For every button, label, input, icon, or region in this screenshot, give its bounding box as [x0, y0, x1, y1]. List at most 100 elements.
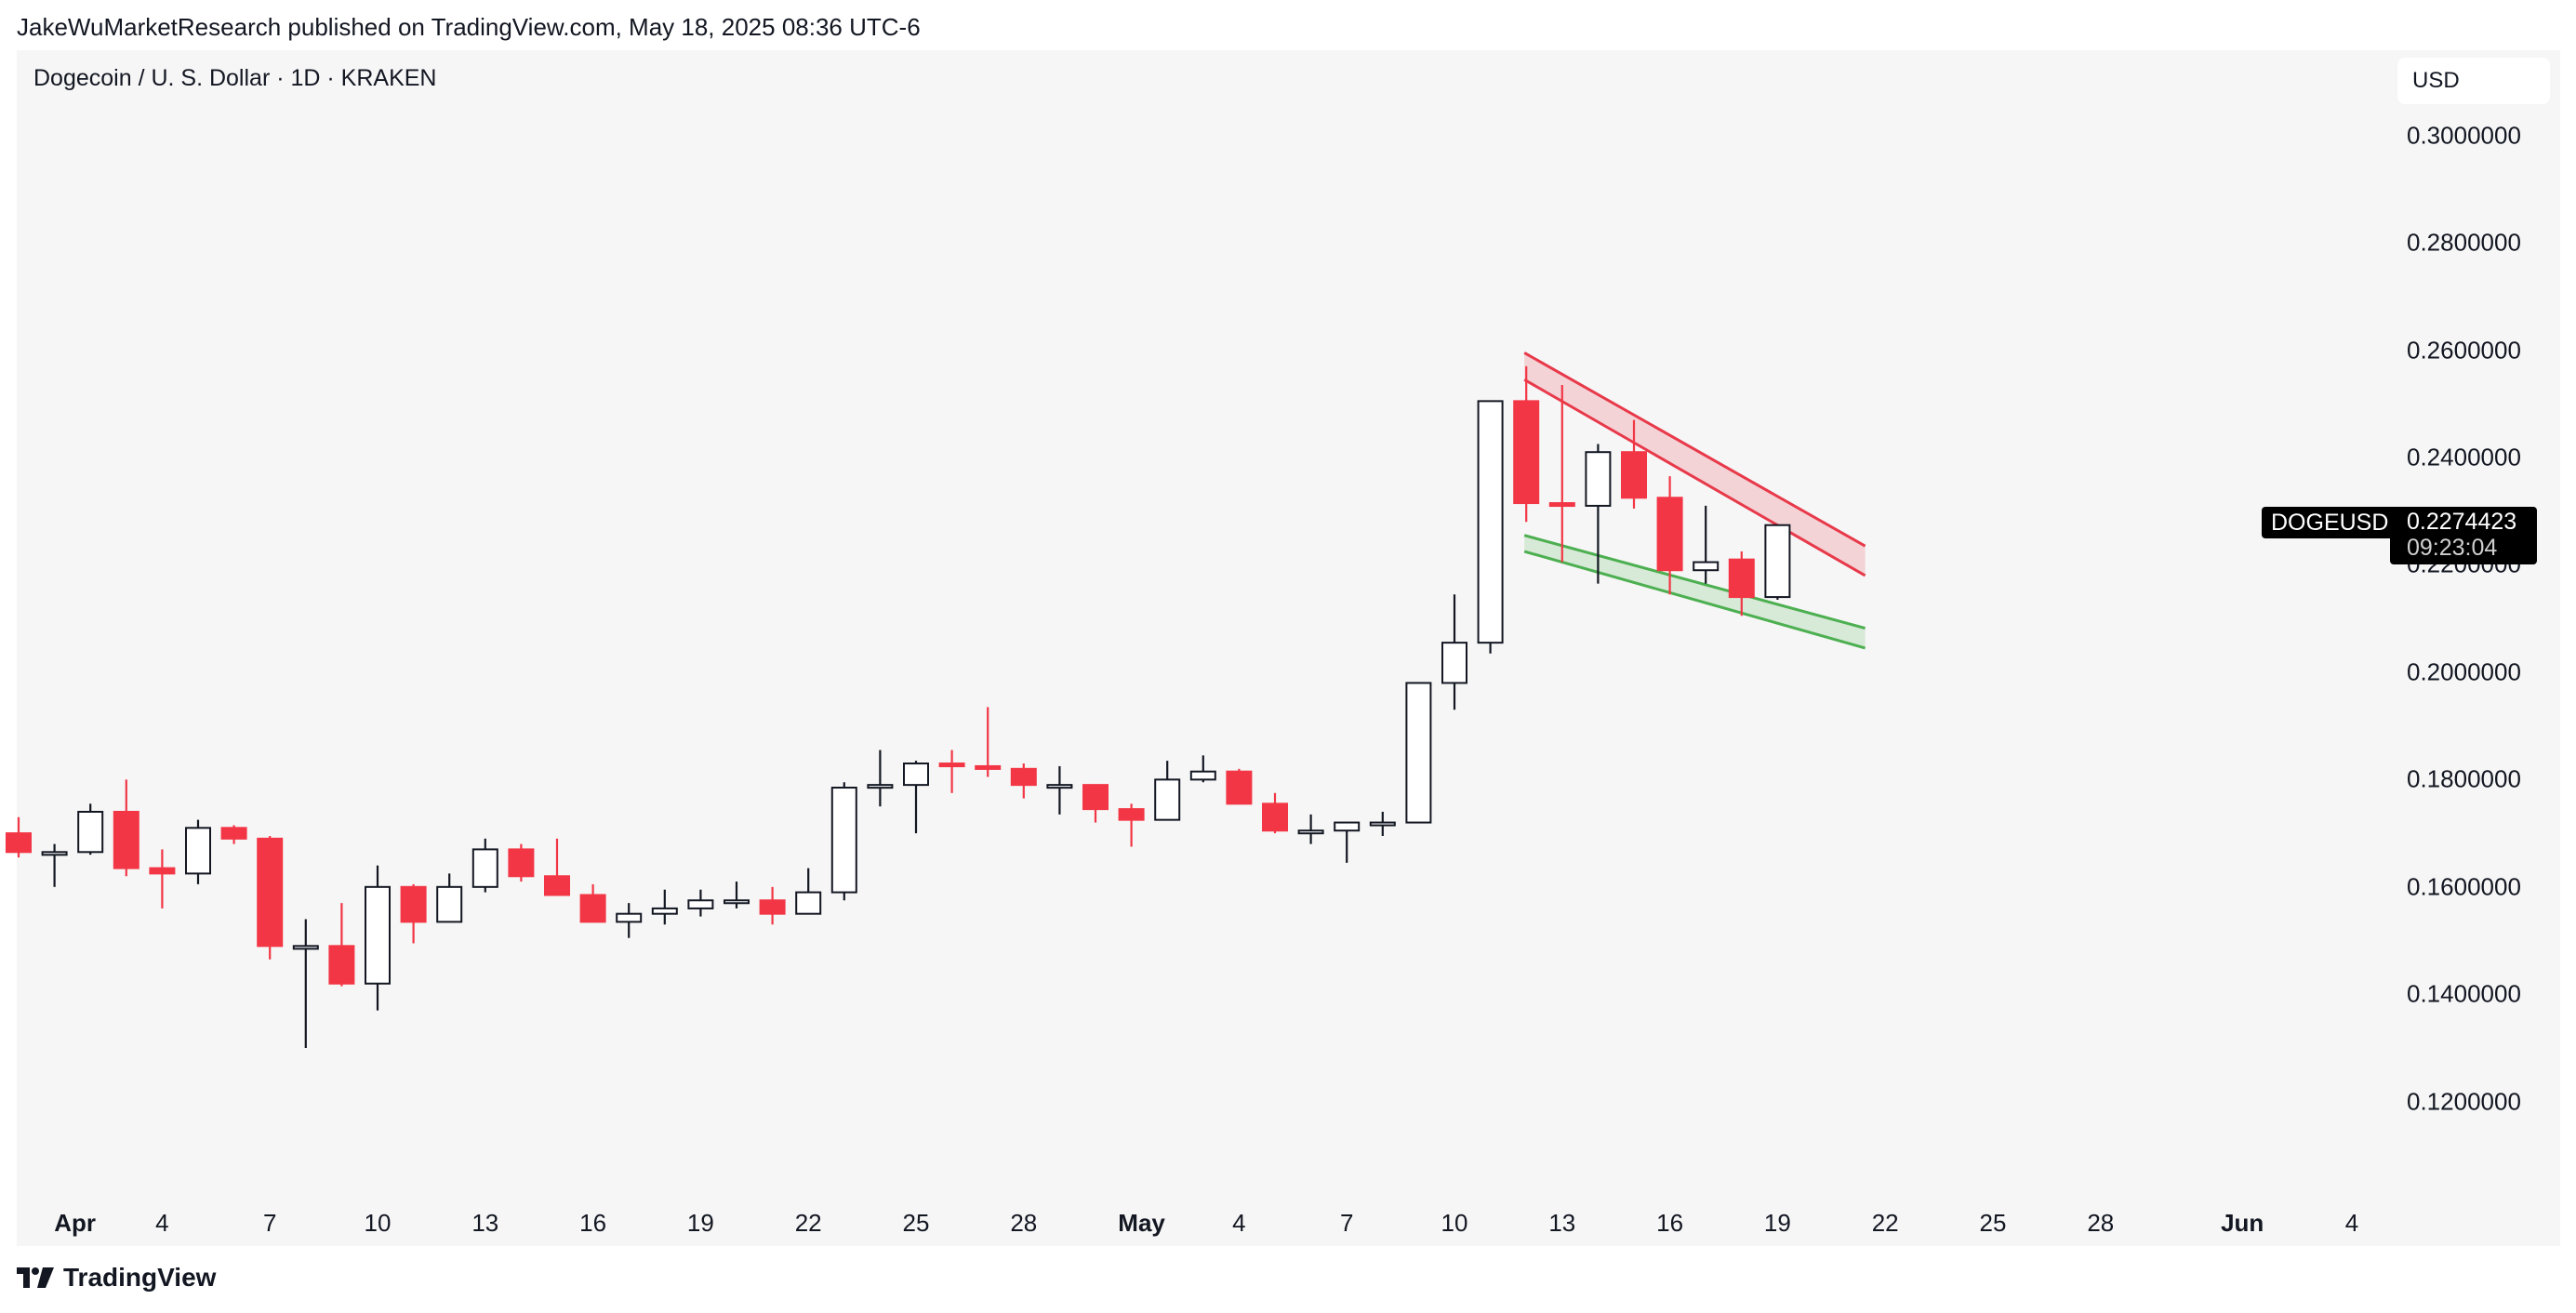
- candle[interactable]: [830, 782, 857, 901]
- candle[interactable]: [1154, 761, 1181, 821]
- candle[interactable]: [292, 919, 319, 1049]
- candle-body: [1513, 400, 1540, 505]
- candle[interactable]: [41, 843, 68, 887]
- candle-body: [616, 912, 643, 923]
- candle[interactable]: [1693, 505, 1720, 584]
- bar-countdown: 09:23:04: [2407, 535, 2498, 561]
- time-axis-label: 22: [794, 1209, 822, 1237]
- candle-body: [1728, 558, 1755, 599]
- candle-body: [1262, 802, 1288, 832]
- time-axis-label: 7: [262, 1209, 277, 1237]
- publisher-header: JakeWuMarketResearch published on Tradin…: [17, 13, 921, 41]
- candle-body: [471, 848, 498, 888]
- candle[interactable]: [759, 886, 786, 925]
- candle-body: [292, 945, 319, 950]
- candle[interactable]: [651, 889, 678, 925]
- candle[interactable]: [1082, 784, 1109, 823]
- candle[interactable]: [220, 825, 247, 844]
- candle[interactable]: [616, 903, 643, 938]
- candle[interactable]: [1477, 400, 1504, 654]
- candle[interactable]: [579, 883, 606, 923]
- candle[interactable]: [1369, 811, 1396, 836]
- candle[interactable]: [975, 707, 1002, 777]
- candle[interactable]: [1621, 419, 1647, 509]
- support-channel[interactable]: [1523, 534, 1866, 650]
- price-axis-label: 0.2600000: [2407, 336, 2521, 365]
- chart-panel[interactable]: [17, 50, 2560, 1246]
- candle-body: [830, 787, 857, 894]
- candle[interactable]: [6, 816, 32, 858]
- time-axis-label: 7: [1339, 1209, 1354, 1237]
- candle[interactable]: [1118, 803, 1145, 847]
- candle[interactable]: [471, 838, 498, 893]
- price-axis-label: 0.1800000: [2407, 764, 2521, 793]
- candle-body: [724, 899, 750, 905]
- candle[interactable]: [1513, 365, 1540, 523]
- candle-body: [1369, 821, 1396, 827]
- resistance-line: [1523, 378, 1866, 577]
- candle[interactable]: [1585, 444, 1612, 584]
- candle-body: [1189, 770, 1216, 781]
- resistance-line: [1523, 351, 1866, 548]
- candle[interactable]: [687, 889, 714, 917]
- support-line: [1523, 534, 1866, 630]
- candle-body: [113, 810, 139, 869]
- candle[interactable]: [77, 803, 104, 855]
- time-axis-label: 19: [686, 1209, 714, 1237]
- candle[interactable]: [1262, 792, 1288, 834]
- candle[interactable]: [149, 849, 176, 908]
- candle-body: [1082, 784, 1109, 811]
- symbol-price-tag: DOGEUSD: [2262, 507, 2398, 538]
- time-axis-label: 28: [1010, 1209, 1038, 1237]
- resistance-channel[interactable]: [1523, 351, 1866, 577]
- time-axis-label: 4: [155, 1209, 169, 1237]
- candle-body: [579, 894, 606, 923]
- candle[interactable]: [328, 903, 355, 987]
- candle[interactable]: [1548, 385, 1575, 563]
- candle[interactable]: [903, 761, 929, 834]
- candle[interactable]: [1405, 682, 1432, 824]
- candle-body: [1548, 502, 1575, 508]
- candle[interactable]: [867, 749, 894, 807]
- price-axis-label: 0.1600000: [2407, 872, 2521, 901]
- time-axis-label: 19: [1763, 1209, 1791, 1237]
- candle[interactable]: [1334, 821, 1361, 863]
- candle[interactable]: [113, 779, 139, 877]
- candle-body: [1764, 524, 1791, 599]
- candle[interactable]: [1728, 551, 1755, 617]
- footer-brand: TradingView: [63, 1263, 217, 1292]
- candle-body: [1226, 770, 1253, 805]
- time-axis-label: 16: [579, 1209, 607, 1237]
- candle-body: [1010, 767, 1037, 787]
- candle[interactable]: [544, 838, 570, 896]
- candle-body: [185, 827, 211, 875]
- candle[interactable]: [938, 749, 965, 793]
- candle[interactable]: [724, 882, 750, 908]
- candle[interactable]: [1297, 814, 1324, 844]
- candle-body: [903, 763, 929, 787]
- candle[interactable]: [1226, 768, 1253, 805]
- candle-body: [149, 867, 176, 875]
- candle[interactable]: [1046, 765, 1073, 815]
- candle-body: [1154, 778, 1181, 821]
- candle-body: [1046, 784, 1073, 789]
- candle[interactable]: [1656, 476, 1683, 595]
- candle[interactable]: [1189, 755, 1216, 783]
- candle[interactable]: [508, 843, 535, 882]
- candle-body: [1656, 497, 1683, 572]
- candle-body: [1118, 808, 1145, 821]
- candle[interactable]: [436, 873, 463, 923]
- candle[interactable]: [185, 819, 211, 884]
- candle[interactable]: [1441, 594, 1467, 710]
- candle[interactable]: [1010, 763, 1037, 799]
- tradingview-footer[interactable]: TradingView: [17, 1263, 216, 1293]
- last-price-value: 0.2274423: [2407, 509, 2517, 535]
- candle[interactable]: [365, 865, 391, 1011]
- currency-button[interactable]: USD: [2397, 58, 2550, 104]
- candle[interactable]: [795, 868, 822, 915]
- candle[interactable]: [257, 835, 284, 960]
- candle[interactable]: [400, 883, 427, 944]
- candle[interactable]: [1764, 524, 1791, 600]
- time-axis-label: 25: [902, 1209, 930, 1237]
